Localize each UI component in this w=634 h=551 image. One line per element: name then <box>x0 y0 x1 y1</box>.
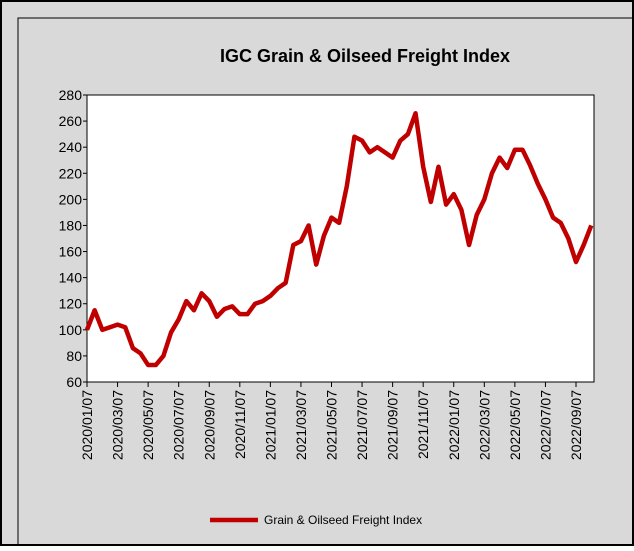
y-tick-label: 120 <box>59 296 83 312</box>
x-tick-label: 2020/11/07 <box>232 390 248 459</box>
y-tick-label: 220 <box>59 165 83 181</box>
legend-label: Grain & Oilseed Freight Index <box>264 513 422 527</box>
y-tick-label: 100 <box>59 322 83 338</box>
y-tick-label: 280 <box>59 87 83 103</box>
x-tick-label: 2021/05/07 <box>324 390 340 460</box>
x-tick-label: 2021/01/07 <box>262 390 278 460</box>
y-tick-label: 180 <box>59 217 83 233</box>
x-tick-label: 2020/07/07 <box>171 390 187 460</box>
x-tick-label: 2020/01/07 <box>79 390 95 460</box>
x-tick-label: 2020/09/07 <box>201 390 217 460</box>
y-tick-label: 80 <box>66 348 82 364</box>
y-tick-label: 200 <box>59 191 83 207</box>
x-tick-label: 2021/11/07 <box>415 390 431 459</box>
x-tick-label: 2022/01/07 <box>446 390 462 460</box>
x-tick-label: 2021/07/07 <box>354 390 370 460</box>
y-tick-label: 160 <box>59 244 83 260</box>
x-tick-label: 2020/05/07 <box>140 390 156 460</box>
data-line <box>84 111 594 368</box>
x-tick-label: 2020/03/07 <box>110 390 126 460</box>
x-tick-label: 2022/09/07 <box>568 390 584 460</box>
x-tick-label: 2021/03/07 <box>293 390 309 460</box>
plot-area <box>86 94 595 383</box>
y-tick-label: 140 <box>59 270 83 286</box>
y-tick-label: 240 <box>59 139 83 155</box>
chart-title: IGC Grain & Oilseed Freight Index <box>220 46 510 66</box>
x-tick-label: 2021/09/07 <box>385 390 401 460</box>
y-tick-label: 60 <box>66 374 82 390</box>
x-tick-label: 2022/05/07 <box>507 390 523 460</box>
x-tick-label: 2022/03/07 <box>476 390 492 460</box>
x-tick-label: 2022/07/07 <box>537 390 553 460</box>
y-tick-label: 260 <box>59 113 83 129</box>
